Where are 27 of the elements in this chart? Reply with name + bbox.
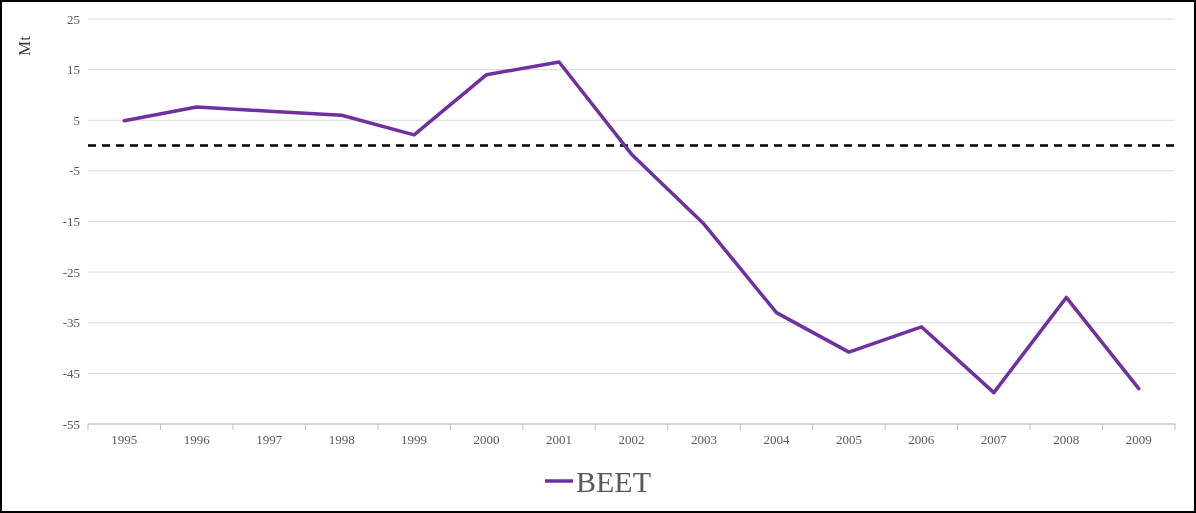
x-tick-label: 1995 — [111, 432, 138, 447]
x-tick-label: 1996 — [183, 432, 211, 447]
x-tick-label: 2009 — [1125, 432, 1152, 447]
x-tick-label: 2002 — [618, 432, 645, 447]
y-tick-label: -45 — [62, 365, 80, 381]
x-tick-label: 2004 — [763, 432, 790, 447]
line-series — [122, 60, 1141, 395]
x-tick-label: 2008 — [1053, 432, 1080, 447]
x-tick-label: 1999 — [401, 432, 428, 447]
y-axis-title: Mt — [15, 35, 34, 56]
x-tick-label: 2007 — [980, 432, 1008, 447]
x-tick-label: 2006 — [908, 432, 935, 447]
x-tick-label: 2003 — [690, 432, 717, 447]
y-tick-label: -15 — [62, 214, 80, 230]
y-tick-label: -5 — [69, 163, 80, 179]
y-tick-label: -35 — [62, 315, 80, 331]
y-tick-label: 5 — [73, 112, 80, 128]
x-tick-label: 2005 — [835, 432, 862, 447]
x-tick-label: 2000 — [473, 432, 500, 447]
x-tick-label: 1997 — [256, 432, 283, 447]
x-tick-label: 1998 — [328, 432, 355, 447]
y-tick-label: -25 — [62, 264, 80, 280]
x-tick-label: 2001 — [546, 432, 573, 447]
y-tick-label: -55 — [62, 416, 80, 432]
legend-label: BEET — [576, 464, 651, 498]
y-tick-label: 15 — [67, 62, 80, 78]
y-tick-label: 25 — [67, 11, 80, 27]
